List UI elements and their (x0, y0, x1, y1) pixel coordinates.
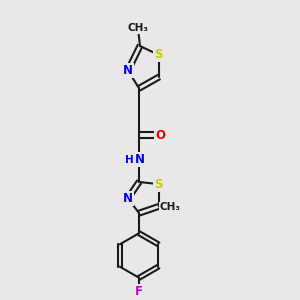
Text: S: S (154, 48, 163, 62)
Text: CH₃: CH₃ (127, 23, 148, 33)
Text: N: N (123, 192, 133, 205)
Text: F: F (135, 285, 143, 298)
Text: O: O (155, 129, 165, 142)
Text: N: N (135, 153, 145, 166)
Text: S: S (154, 178, 163, 191)
Text: H: H (125, 154, 134, 165)
Text: CH₃: CH₃ (160, 202, 181, 212)
Text: N: N (123, 64, 133, 77)
